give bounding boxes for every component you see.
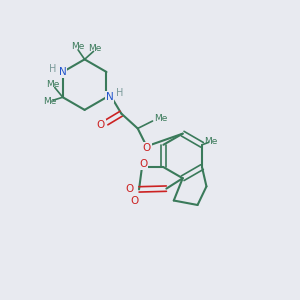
Text: Me: Me <box>154 113 168 122</box>
Text: O: O <box>130 196 139 206</box>
Text: Me: Me <box>44 97 57 106</box>
Text: O: O <box>96 120 105 130</box>
Text: O: O <box>140 159 148 169</box>
Text: N: N <box>59 67 67 77</box>
Text: Me: Me <box>88 44 102 53</box>
Text: N: N <box>106 92 113 102</box>
Text: O: O <box>125 184 134 194</box>
Text: Me: Me <box>46 80 59 89</box>
Text: Me: Me <box>204 137 217 146</box>
Text: Me: Me <box>71 42 85 51</box>
Text: H: H <box>116 88 124 98</box>
Text: H: H <box>49 64 56 74</box>
Text: O: O <box>142 143 151 153</box>
